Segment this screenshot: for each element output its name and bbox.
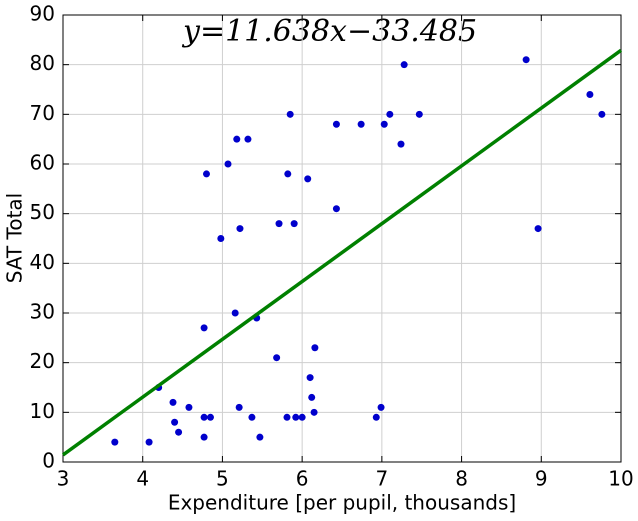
- point: [171, 418, 179, 426]
- point: [256, 433, 264, 441]
- y-tick-label: 40: [30, 250, 55, 274]
- x-tick-label: 4: [136, 467, 149, 491]
- point: [248, 413, 256, 421]
- point: [298, 413, 306, 421]
- x-tick-label: 10: [608, 467, 633, 491]
- point: [308, 393, 316, 401]
- y-axis-label: SAT Total: [3, 193, 27, 283]
- point: [332, 205, 340, 213]
- point: [332, 120, 340, 128]
- point: [284, 170, 292, 178]
- point: [244, 135, 252, 143]
- point: [231, 309, 239, 317]
- point: [311, 344, 319, 352]
- point: [206, 413, 214, 421]
- point: [236, 225, 244, 233]
- x-tick-label: 6: [296, 467, 309, 491]
- x-tick-label: 7: [375, 467, 388, 491]
- point: [224, 160, 232, 168]
- point: [372, 413, 380, 421]
- x-tick-label: 8: [455, 467, 468, 491]
- x-tick-label: 9: [535, 467, 548, 491]
- x-axis-label: Expenditure [per pupil, thousands]: [168, 491, 516, 515]
- y-tick-label: 70: [30, 101, 55, 125]
- point: [283, 413, 291, 421]
- point: [534, 225, 542, 233]
- point: [169, 398, 177, 406]
- point: [235, 403, 243, 411]
- y-tick-label: 0: [42, 449, 55, 473]
- point: [202, 170, 210, 178]
- point: [145, 438, 153, 446]
- point: [400, 61, 408, 69]
- y-tick-label: 80: [30, 51, 55, 75]
- point: [175, 428, 183, 436]
- point: [306, 374, 314, 382]
- point: [357, 120, 365, 128]
- point: [200, 433, 208, 441]
- y-tick-label: 10: [30, 399, 55, 423]
- point: [415, 110, 423, 118]
- fit-line: [61, 48, 623, 457]
- y-tick-label: 90: [30, 2, 55, 26]
- point: [377, 403, 385, 411]
- point: [273, 354, 281, 362]
- y-tick-label: 60: [30, 151, 55, 175]
- point: [217, 235, 225, 242]
- y-tick-label: 20: [30, 349, 55, 373]
- point: [310, 408, 318, 416]
- point: [200, 413, 208, 421]
- point: [286, 110, 294, 118]
- point: [275, 220, 283, 228]
- point: [292, 413, 300, 421]
- point: [111, 438, 119, 446]
- point: [304, 175, 312, 183]
- point: [386, 110, 394, 118]
- fit-equation: y=11.638x−33.485: [181, 14, 477, 49]
- point: [522, 56, 530, 64]
- point: [380, 120, 388, 128]
- point: [598, 110, 606, 118]
- point: [290, 220, 298, 228]
- plot-frame: [62, 14, 622, 463]
- y-tick-label: 30: [30, 300, 55, 324]
- point: [586, 90, 594, 98]
- point: [200, 324, 208, 332]
- x-tick-label: 3: [57, 467, 70, 491]
- y-tick-label: 50: [30, 200, 55, 224]
- point: [397, 140, 405, 148]
- x-tick-label: 5: [216, 467, 229, 491]
- point: [185, 403, 193, 411]
- point: [233, 135, 241, 143]
